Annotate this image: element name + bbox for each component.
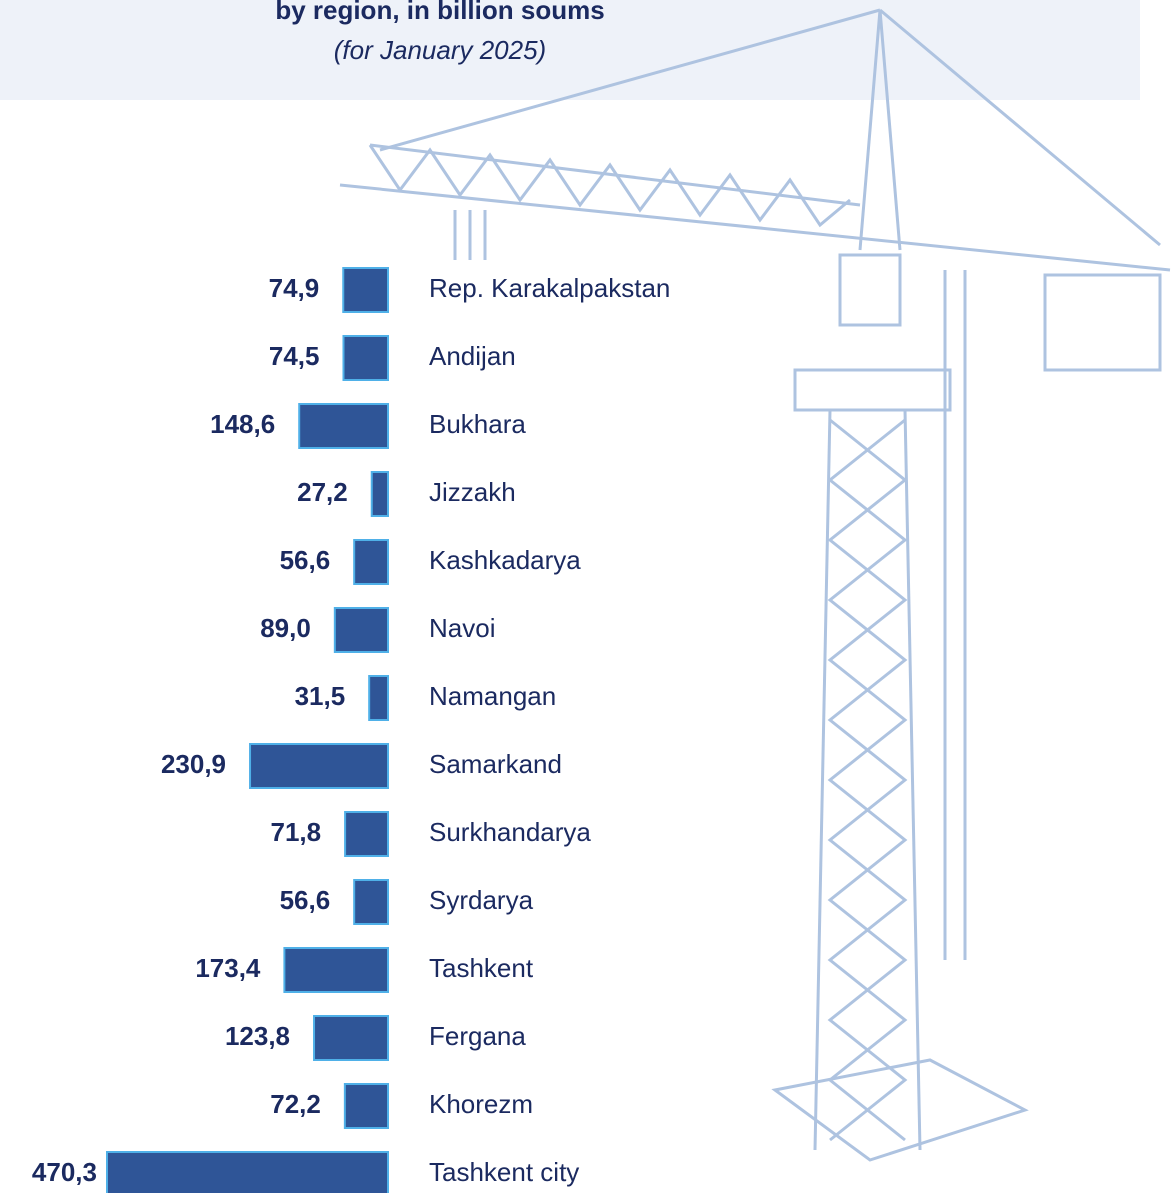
value-label: 123,8 — [225, 1021, 290, 1051]
bar — [368, 675, 390, 721]
value-label: 89,0 — [260, 613, 311, 643]
category-label: Namangan — [429, 681, 556, 711]
value-label: 470,3 — [32, 1157, 97, 1187]
bar — [353, 879, 389, 925]
category-label: Samarkand — [429, 749, 562, 779]
category-label: Tashkent — [429, 953, 534, 983]
value-label: 74,5 — [269, 341, 320, 371]
value-label: 173,4 — [195, 953, 261, 983]
crane-illustration — [339, 8, 1171, 1162]
bar — [344, 811, 390, 857]
category-label: Rep. Karakalpakstan — [429, 273, 670, 303]
value-label: 27,2 — [297, 477, 348, 507]
title-band — [0, 0, 1140, 100]
category-label: Surkhandarya — [429, 817, 591, 847]
category-label: Andijan — [429, 341, 516, 371]
value-label: 72,2 — [270, 1089, 321, 1119]
value-label: 148,6 — [210, 409, 275, 439]
bar — [370, 471, 390, 517]
value-label: 71,8 — [270, 817, 321, 847]
bar — [343, 1083, 389, 1129]
bar — [353, 539, 389, 585]
bar — [342, 267, 389, 313]
value-label: 56,6 — [280, 885, 331, 915]
category-label: Khorezm — [429, 1089, 533, 1119]
bar — [283, 947, 390, 993]
category-label: Navoi — [429, 613, 495, 643]
category-label: Tashkent city — [429, 1157, 579, 1187]
category-label: Fergana — [429, 1021, 526, 1051]
bar — [106, 1151, 389, 1193]
bar — [342, 335, 389, 381]
category-label: Bukhara — [429, 409, 526, 439]
chart-subtitle: (for January 2025) — [334, 35, 546, 65]
bar — [333, 607, 389, 653]
bar — [249, 743, 389, 789]
bar — [313, 1015, 389, 1061]
value-label: 74,9 — [269, 273, 320, 303]
category-label: Syrdarya — [429, 885, 534, 915]
value-label: 230,9 — [161, 749, 226, 779]
value-label: 56,6 — [280, 545, 331, 575]
chart-title: by region, in billion soums — [275, 0, 604, 25]
bar — [298, 403, 389, 449]
category-label: Kashkadarya — [429, 545, 581, 575]
category-label: Jizzakh — [429, 477, 516, 507]
value-label: 31,5 — [295, 681, 346, 711]
